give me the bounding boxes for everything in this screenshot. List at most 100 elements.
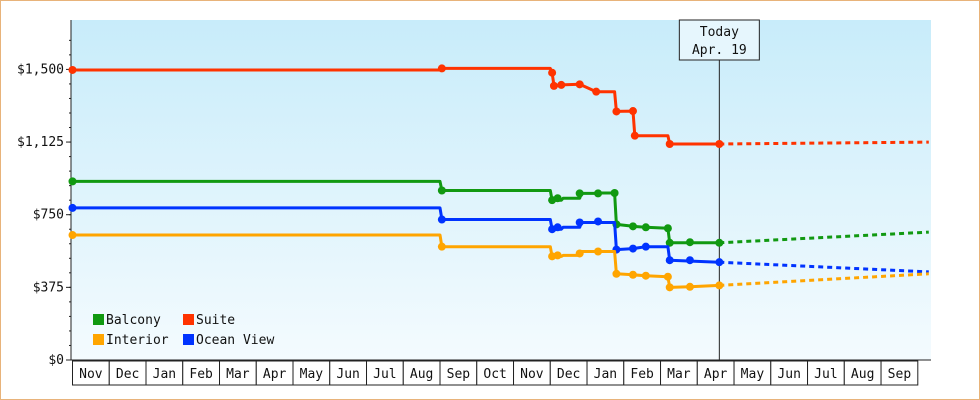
x-tick-label: Apr bbox=[263, 367, 287, 382]
today-box bbox=[678, 19, 760, 61]
forecast-line-interior bbox=[719, 272, 929, 287]
today-label: Today bbox=[700, 25, 739, 40]
data-point-suite bbox=[612, 107, 621, 116]
x-tick-box bbox=[843, 360, 882, 386]
data-point-interior bbox=[575, 249, 584, 258]
x-tick-box bbox=[182, 360, 221, 386]
x-tick-box bbox=[72, 360, 110, 386]
data-point-interior bbox=[437, 242, 446, 251]
data-point-suite bbox=[630, 131, 639, 140]
x-tick-label: Mar bbox=[667, 367, 691, 382]
x-tick-box bbox=[108, 360, 147, 386]
x-tick-label: Jun bbox=[336, 367, 359, 382]
data-point-interior bbox=[685, 282, 694, 291]
data-point-ocean-view bbox=[68, 203, 77, 212]
data-point-balcony bbox=[715, 238, 724, 247]
legend-swatch-ocean-view bbox=[183, 334, 194, 345]
x-tick-label: Jan bbox=[153, 367, 176, 382]
legend-swatch-balcony bbox=[93, 314, 104, 325]
y-tick-label: $750 bbox=[33, 208, 64, 223]
legend-swatch-interior bbox=[93, 334, 104, 345]
legend-label-suite: Suite bbox=[196, 313, 235, 328]
x-tick-label: Jun bbox=[777, 367, 800, 382]
data-point-interior bbox=[641, 271, 650, 280]
x-tick-box bbox=[329, 360, 368, 386]
data-point-interior bbox=[594, 247, 603, 256]
data-point-suite bbox=[665, 139, 674, 148]
y-tick-label: $1,125 bbox=[17, 135, 64, 150]
x-tick-label: Oct bbox=[483, 367, 506, 382]
x-tick-label: Dec bbox=[557, 367, 580, 382]
data-point-balcony bbox=[685, 238, 694, 247]
axes: $0 $375 $750 $1,125 $1,500 Nov Dec Jan Feb Mar Apr… bbox=[17, 20, 931, 386]
x-tick-box bbox=[660, 360, 698, 386]
x-tick-label: Jan bbox=[594, 367, 617, 382]
data-point-balcony bbox=[665, 238, 674, 247]
data-point-ocean-view bbox=[575, 218, 584, 227]
legend: Balcony Suite Interior Ocean View bbox=[93, 313, 274, 348]
data-point-balcony bbox=[641, 223, 650, 232]
data-point-balcony bbox=[575, 189, 584, 198]
x-tick-box bbox=[696, 360, 735, 386]
y-tick-label: $1,500 bbox=[17, 62, 64, 77]
x-tick-box bbox=[586, 360, 625, 386]
data-point-interior bbox=[663, 272, 672, 281]
data-point-balcony bbox=[553, 194, 562, 203]
x-tick-label: Nov bbox=[520, 367, 544, 382]
data-point-suite bbox=[715, 139, 724, 148]
legend-swatch-suite bbox=[183, 314, 194, 325]
data-point-balcony bbox=[594, 189, 603, 198]
x-tick-label: Feb bbox=[630, 367, 654, 382]
data-point-interior bbox=[665, 283, 674, 292]
today-marker: Today Apr. 19 bbox=[678, 19, 760, 360]
legend-label-interior: Interior bbox=[106, 333, 169, 348]
x-tick-label: Jul bbox=[814, 367, 837, 382]
legend-label-balcony: Balcony bbox=[106, 313, 161, 328]
data-point-interior bbox=[628, 270, 637, 279]
data-point-balcony bbox=[663, 224, 672, 233]
data-point-interior bbox=[715, 281, 724, 290]
y-tick-label: $0 bbox=[48, 353, 64, 368]
data-point-suite bbox=[575, 80, 584, 89]
x-tick-label: Dec bbox=[116, 367, 139, 382]
data-point-ocean-view bbox=[594, 217, 603, 226]
data-point-interior bbox=[68, 231, 77, 240]
x-tick-box bbox=[549, 360, 588, 386]
x-tick-box bbox=[476, 360, 515, 386]
series-group bbox=[68, 64, 929, 292]
data-point-balcony bbox=[610, 189, 619, 198]
legend-label-ocean-view: Ocean View bbox=[196, 333, 274, 348]
x-tick-box bbox=[733, 360, 772, 386]
x-tick-box bbox=[880, 360, 919, 386]
x-tick-box bbox=[219, 360, 257, 386]
x-tick-label: May bbox=[741, 367, 765, 382]
data-point-interior bbox=[553, 251, 562, 260]
data-point-suite bbox=[557, 80, 566, 89]
data-point-ocean-view bbox=[665, 256, 674, 265]
data-point-suite bbox=[68, 65, 77, 74]
forecast-line-balcony bbox=[719, 230, 929, 245]
x-tick-label: Jul bbox=[373, 367, 396, 382]
data-point-suite bbox=[592, 87, 601, 96]
data-point-ocean-view bbox=[553, 223, 562, 232]
x-tick-label: May bbox=[300, 367, 324, 382]
x-tick-label: Mar bbox=[226, 367, 250, 382]
data-point-suite bbox=[549, 81, 558, 90]
x-tick-label: Aug bbox=[410, 367, 433, 382]
today-date: Apr. 19 bbox=[692, 43, 747, 58]
data-point-ocean-view bbox=[628, 244, 637, 253]
x-tick-label: Nov bbox=[79, 367, 103, 382]
data-point-balcony bbox=[68, 177, 77, 186]
forecast-line-ocean-view bbox=[719, 260, 929, 274]
data-point-balcony bbox=[628, 222, 637, 231]
data-point-suite bbox=[548, 68, 557, 77]
x-tick-box bbox=[366, 360, 404, 386]
data-point-ocean-view bbox=[715, 258, 724, 267]
data-point-balcony bbox=[437, 186, 446, 195]
x-tick-label: Feb bbox=[189, 367, 213, 382]
data-point-ocean-view bbox=[685, 256, 694, 265]
x-tick-label: Apr bbox=[704, 367, 728, 382]
x-tick-label: Sep bbox=[888, 367, 912, 382]
x-tick-label: Sep bbox=[447, 367, 471, 382]
